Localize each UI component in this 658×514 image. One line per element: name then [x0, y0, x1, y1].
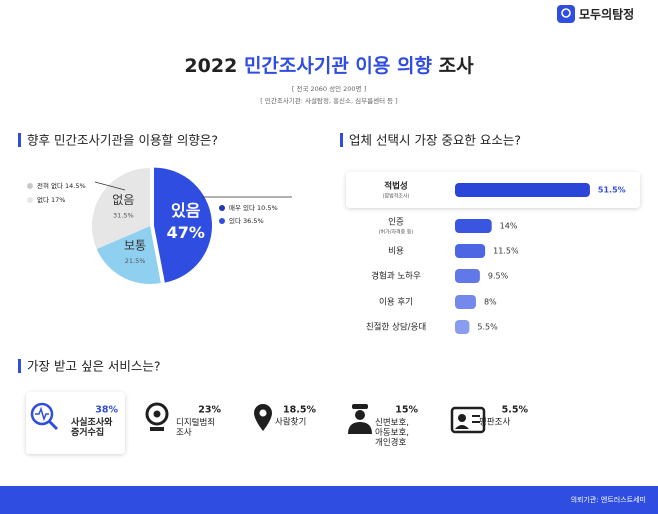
bar-value: 51.5%: [598, 186, 626, 195]
legend-dot: [27, 197, 33, 203]
section-marker: [18, 133, 21, 147]
section-title: 업체 선택시 가장 중요한 요소는?: [349, 133, 521, 148]
logo-glass: [561, 8, 571, 18]
service-value: 23%: [198, 405, 221, 416]
service-icons: [30, 402, 486, 434]
bar-value: 5.5%: [477, 323, 498, 332]
service-label: 사실조사와 증거수집: [71, 416, 116, 438]
slice-label: 있음: [171, 201, 201, 220]
bar-sublabel: (합법적조사): [383, 193, 410, 200]
service-value: 38%: [95, 405, 118, 416]
bar-label: 인증: [388, 217, 404, 228]
bar-label: 경험과 노하우: [371, 271, 421, 282]
subtitle: [ 민간조사기관: 사설탐정, 흥신소, 심부름센터 등 ]: [260, 96, 397, 105]
service-value: 15%: [395, 405, 418, 416]
bar-label: 이용 후기: [379, 297, 413, 308]
logo-icon: [557, 5, 575, 23]
legend-value: 10.5%: [257, 204, 278, 212]
icon: [30, 402, 59, 431]
pie-slice: [153, 167, 212, 283]
service-value: 5.5%: [502, 405, 529, 416]
footer-band: [0, 486, 658, 514]
slice-value: 47%: [167, 223, 205, 242]
section-title: 향후 민간조사기관을 이용할 의향은?: [27, 133, 218, 148]
legend-dot: [27, 183, 33, 189]
title-suffix: 조사: [439, 55, 474, 77]
bar-label: 친절한 상담/응대: [366, 322, 426, 333]
bar: [455, 320, 470, 334]
subtitle: [ 전국 2060 성인 200명 ]: [292, 84, 366, 93]
pie-slice: [91, 168, 150, 250]
section-marker: [340, 133, 343, 147]
legend-name: 있다: [229, 216, 241, 225]
icon: [450, 406, 486, 434]
service-label: 디지털범죄 조사: [176, 417, 218, 438]
service-label: 신변보호, 아동보호, 개인경호: [375, 417, 412, 448]
bar-value: 9.5%: [488, 272, 509, 281]
bar-label: 비용: [388, 247, 404, 257]
bar-value: 8%: [484, 298, 497, 307]
bar-sublabel: (허가/자격증 등): [379, 229, 414, 236]
title: 2022 민간조사기관 이용 의향 조사: [184, 55, 474, 77]
legend-value: 14.5%: [65, 182, 86, 190]
bar: [455, 219, 492, 233]
bar: [455, 183, 590, 197]
icon: [145, 402, 169, 431]
legend-name: 없다: [37, 195, 49, 204]
icon: [254, 404, 272, 431]
footer: 의뢰기관: 엔트러스트세미: [571, 495, 646, 504]
bar: [455, 244, 486, 258]
title-prefix: 2022: [184, 55, 237, 77]
section-title: 가장 받고 싶은 서비스는?: [27, 359, 161, 374]
legend-name: 전혀 없다: [37, 181, 63, 190]
title-highlight: 민간조사기관 이용 의향: [244, 55, 433, 77]
legend-dot: [219, 218, 225, 224]
bar: [455, 269, 480, 283]
service-label: 평판조사: [479, 417, 510, 428]
slice-value: 31.5%: [113, 211, 134, 219]
bar-label: 적법성: [384, 181, 407, 192]
logo: 모두의탐정: [579, 7, 634, 22]
slice-value: 21.5%: [125, 257, 146, 265]
legend-dot: [219, 205, 225, 211]
legend-name: 매우 있다: [229, 203, 255, 212]
slice-label: 보통: [124, 239, 146, 253]
leader-line: [94, 181, 126, 191]
slice-label: 없음: [112, 193, 134, 207]
legend-value: 17%: [51, 196, 65, 204]
section-marker: [18, 359, 21, 373]
legend-value: 36.5%: [243, 217, 264, 225]
service-label: 사람찾기: [275, 417, 306, 428]
pie-slice: [96, 226, 161, 284]
icon: [348, 404, 372, 434]
bar: [455, 295, 476, 309]
bar-value: 14%: [500, 222, 518, 231]
service-value: 18.5%: [283, 405, 316, 416]
bar-value: 11.5%: [493, 247, 519, 256]
